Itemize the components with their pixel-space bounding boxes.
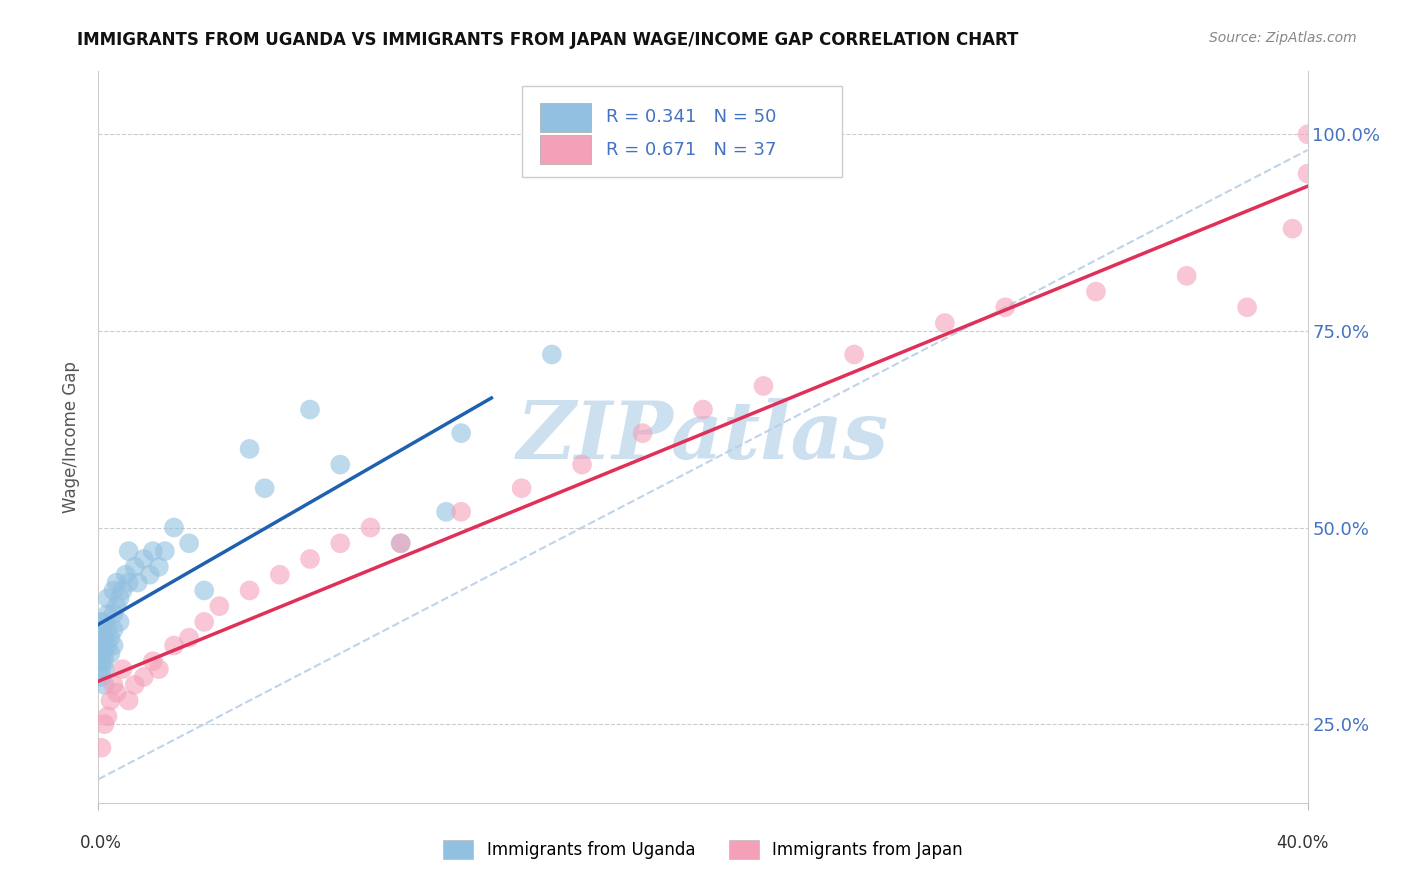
Point xyxy=(90,662,112,676)
Point xyxy=(93,631,115,645)
Point xyxy=(118,575,141,590)
Y-axis label: Wage/Income Gap: Wage/Income Gap xyxy=(62,361,80,513)
Point xyxy=(1236,301,1258,315)
Point xyxy=(299,552,322,566)
Point xyxy=(96,639,118,653)
Point xyxy=(108,615,131,629)
Point xyxy=(96,709,118,723)
FancyBboxPatch shape xyxy=(540,103,591,132)
Point xyxy=(100,631,122,645)
Point xyxy=(90,639,112,653)
Point xyxy=(844,347,866,361)
Point xyxy=(1085,285,1108,299)
FancyBboxPatch shape xyxy=(522,86,842,178)
Point xyxy=(96,623,118,637)
Point xyxy=(93,615,115,629)
Text: R = 0.671   N = 37: R = 0.671 N = 37 xyxy=(606,141,776,159)
Point xyxy=(153,544,176,558)
Point xyxy=(329,458,352,472)
Text: 40.0%: 40.0% xyxy=(1275,834,1329,852)
Point xyxy=(127,575,149,590)
Point xyxy=(93,717,115,731)
Point xyxy=(163,520,186,534)
Point xyxy=(329,536,352,550)
Point xyxy=(108,591,131,606)
Point xyxy=(93,646,115,660)
Point xyxy=(105,686,128,700)
Point xyxy=(142,544,165,558)
Point xyxy=(105,599,128,614)
Point xyxy=(1175,268,1198,283)
Point xyxy=(142,654,165,668)
Point xyxy=(90,646,112,660)
Point xyxy=(193,583,215,598)
Point xyxy=(1296,167,1319,181)
Point xyxy=(934,316,956,330)
Point xyxy=(118,693,141,707)
Point xyxy=(540,347,562,361)
Point xyxy=(269,567,291,582)
Text: ZIPatlas: ZIPatlas xyxy=(517,399,889,475)
Point xyxy=(111,583,134,598)
Point xyxy=(90,631,112,645)
Point xyxy=(96,607,118,621)
Point xyxy=(114,567,136,582)
Point xyxy=(360,520,382,534)
Point xyxy=(193,615,215,629)
Point xyxy=(96,591,118,606)
Point xyxy=(179,536,201,550)
Point xyxy=(208,599,231,614)
Point xyxy=(1281,221,1303,235)
Point xyxy=(118,544,141,558)
Legend: Immigrants from Uganda, Immigrants from Japan: Immigrants from Uganda, Immigrants from … xyxy=(434,831,972,868)
Text: Source: ZipAtlas.com: Source: ZipAtlas.com xyxy=(1209,31,1357,45)
Point xyxy=(100,646,122,660)
Text: R = 0.341   N = 50: R = 0.341 N = 50 xyxy=(606,109,776,127)
Text: IMMIGRANTS FROM UGANDA VS IMMIGRANTS FROM JAPAN WAGE/INCOME GAP CORRELATION CHAR: IMMIGRANTS FROM UGANDA VS IMMIGRANTS FRO… xyxy=(77,31,1019,49)
Point xyxy=(239,442,262,456)
Point xyxy=(631,426,654,441)
Point xyxy=(90,615,112,629)
Point xyxy=(103,623,125,637)
Point xyxy=(103,678,125,692)
Point xyxy=(124,559,146,574)
Point xyxy=(179,631,201,645)
Point xyxy=(103,639,125,653)
Point xyxy=(132,552,155,566)
Point xyxy=(389,536,412,550)
Point xyxy=(253,481,276,495)
Point xyxy=(450,505,472,519)
Point xyxy=(93,654,115,668)
Point xyxy=(510,481,533,495)
Point xyxy=(124,678,146,692)
Point xyxy=(994,301,1017,315)
Point xyxy=(434,505,457,519)
Point xyxy=(132,670,155,684)
Point xyxy=(692,402,714,417)
Point xyxy=(299,402,322,417)
Point xyxy=(148,662,170,676)
Point xyxy=(752,379,775,393)
Point xyxy=(90,623,112,637)
Point xyxy=(111,662,134,676)
FancyBboxPatch shape xyxy=(540,135,591,164)
Point xyxy=(163,639,186,653)
Point xyxy=(100,693,122,707)
Point xyxy=(93,678,115,692)
Point xyxy=(1296,128,1319,142)
Point xyxy=(105,575,128,590)
Point xyxy=(90,670,112,684)
Point xyxy=(389,536,412,550)
Point xyxy=(90,740,112,755)
Point xyxy=(93,662,115,676)
Point xyxy=(103,583,125,598)
Point xyxy=(103,607,125,621)
Point xyxy=(148,559,170,574)
Point xyxy=(139,567,162,582)
Point xyxy=(571,458,593,472)
Point xyxy=(90,654,112,668)
Point xyxy=(239,583,262,598)
Point xyxy=(450,426,472,441)
Text: 0.0%: 0.0% xyxy=(80,834,122,852)
